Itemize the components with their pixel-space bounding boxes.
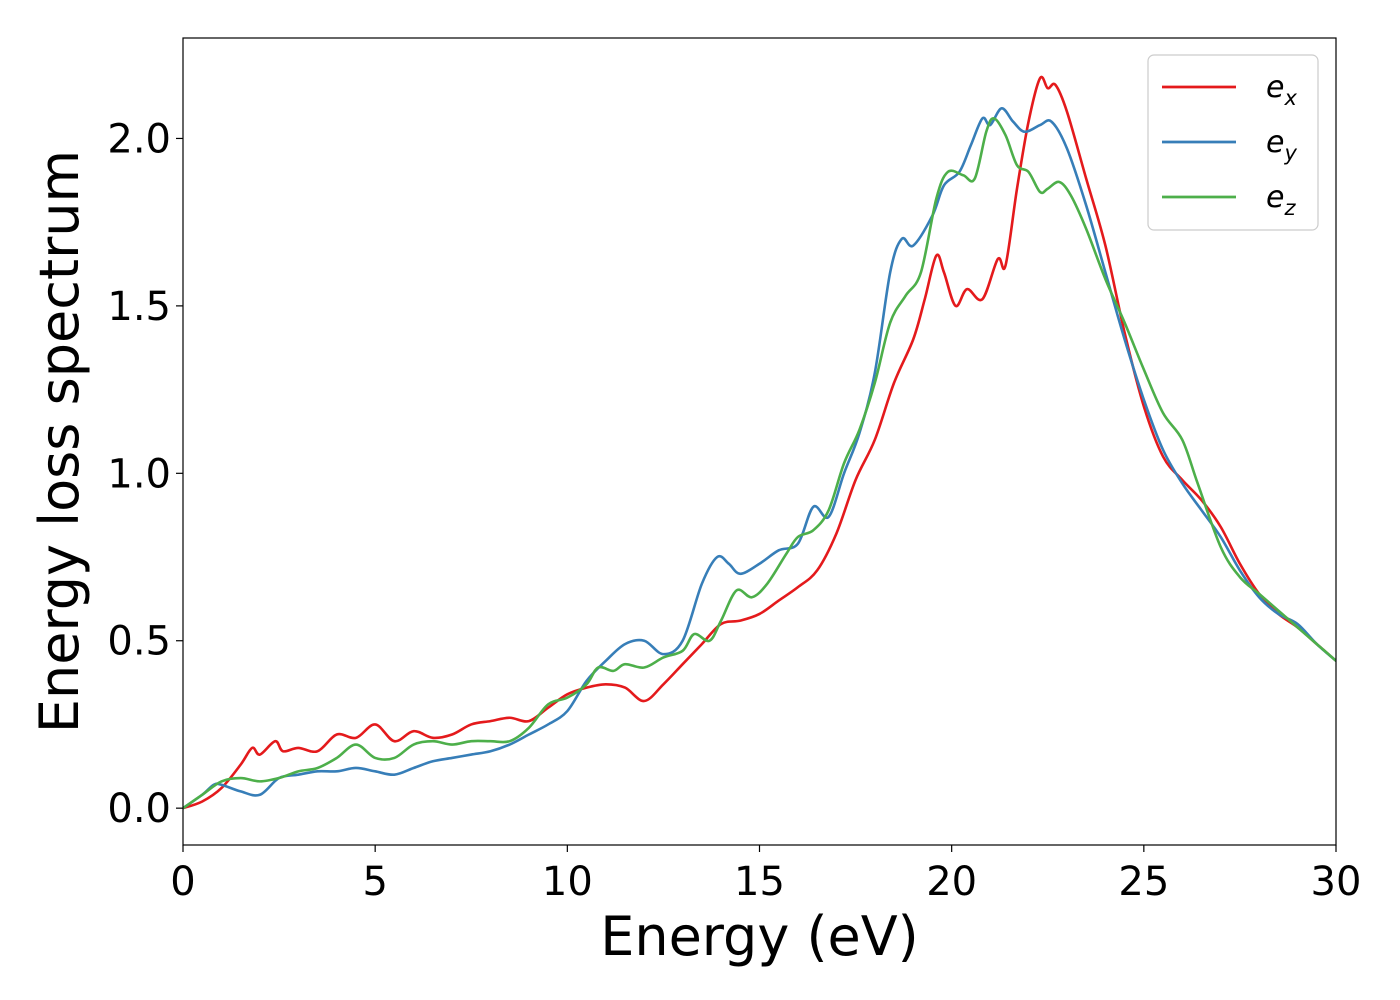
y-tick-label: 1.5	[107, 284, 171, 330]
x-axis: 0 5 10 15 20 25 30	[170, 845, 1361, 905]
x-tick-label: 30	[1311, 859, 1362, 905]
x-tick-label: 10	[542, 859, 593, 905]
x-axis-label: Energy (eV)	[600, 905, 919, 968]
series-line-ez	[183, 117, 1336, 810]
y-tick-label: 2.0	[107, 116, 171, 162]
series-layer	[183, 75, 1336, 810]
x-tick-label: 5	[362, 859, 387, 905]
x-tick-label: 0	[170, 859, 195, 905]
x-tick-label: 20	[926, 859, 977, 905]
x-tick-label: 25	[1118, 859, 1169, 905]
y-axis: 0.0 0.5 1.0 1.5 2.0	[107, 116, 183, 832]
series-line-ey	[183, 107, 1336, 810]
y-tick-label: 0.0	[107, 786, 171, 832]
legend-entry-ez: ez	[1266, 180, 1296, 220]
legend-entry-ex: ex	[1266, 70, 1297, 110]
legend-entry-ey: ey	[1266, 125, 1297, 165]
y-axis-label: Energy loss spectrum	[28, 150, 91, 733]
y-tick-label: 0.5	[107, 619, 171, 665]
legend: ex ey ez	[1147, 54, 1319, 231]
x-tick-label: 15	[734, 859, 785, 905]
y-tick-label: 1.0	[107, 451, 171, 497]
